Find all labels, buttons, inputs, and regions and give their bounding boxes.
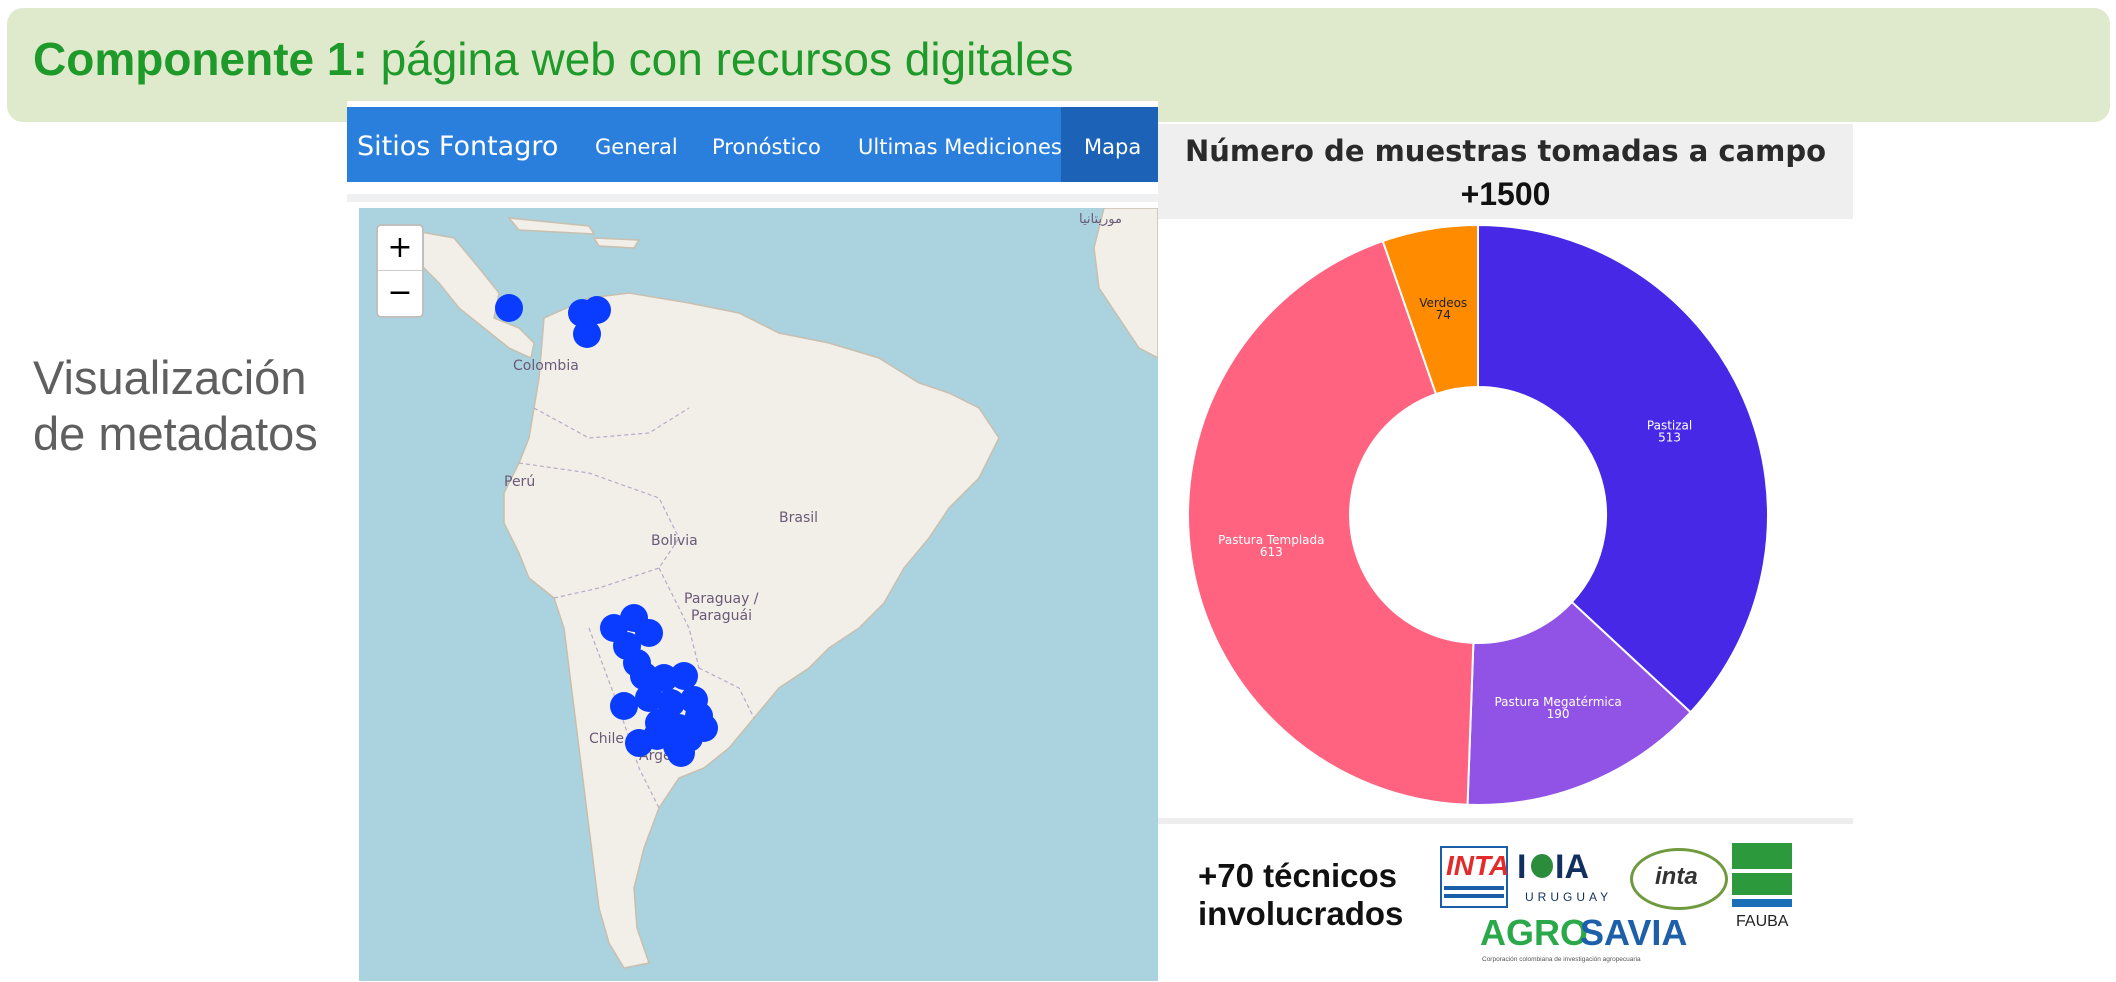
zoom-out-button[interactable]: − [387, 275, 413, 310]
nav-active-bg [1061, 107, 1158, 182]
footer-separator [1158, 818, 1853, 824]
fauba-green-2 [1732, 873, 1792, 895]
map-label-peru: Perú [504, 474, 536, 490]
inia-logo-right: IA [1555, 848, 1589, 886]
fauba-logo: FAUBA [1732, 843, 1792, 933]
fauba-text: FAUBA [1736, 913, 1789, 930]
inta-logo-text: INTA [1446, 850, 1510, 881]
map-label-chile: Chile [589, 731, 625, 747]
inia-logo-sub: URUGUAY [1525, 890, 1613, 904]
web-app-screenshot: Sitios Fontagro General Pronóstico Ultim… [347, 101, 1158, 981]
nav-separator [347, 194, 1158, 202]
chart-panel: Número de muestras tomadas a campo +1500… [1158, 124, 1853, 819]
chart-header [1158, 124, 1853, 219]
map-label-brasil: Brasil [779, 510, 819, 526]
inia-logo: I IA URUGUAY [1515, 848, 1620, 908]
inia-logo-left: I [1517, 848, 1527, 886]
donut-slice-verdeos[interactable] [1381, 223, 1479, 396]
agrosavia-tagline: Corporación colombiana de investigación … [1482, 956, 1641, 963]
slice-value: 190 [1547, 707, 1570, 721]
map-label-paraguai: Paraguái [691, 608, 752, 624]
technicians-text: +70 técnicos involucrados [1198, 857, 1403, 933]
agrosavia-savia: SAVIA [1580, 912, 1688, 953]
map-view[interactable]: + − Colombia Perú Bolivia Brasil Paragua… [359, 208, 1158, 981]
agrosavia-logo: AGRO SAVIA Corporación colombiana de inv… [1480, 912, 1687, 972]
inia-logo-dot [1531, 854, 1553, 878]
zoom-in-button[interactable]: + [378, 226, 422, 271]
chart-title: Número de muestras tomadas a campo [1184, 134, 1827, 168]
map-label-paraguay: Paraguay / [684, 591, 759, 607]
side-label-line1: Visualización [33, 351, 307, 404]
fauba-green-1 [1732, 843, 1792, 869]
map-label-mauritania: موريتانيا [1079, 212, 1122, 227]
inta-logo: INTA [1440, 846, 1510, 908]
slice-value: 613 [1260, 545, 1283, 559]
donut-slice-pastizal[interactable] [1477, 223, 1769, 714]
side-label-line2: de metadatos [33, 407, 318, 460]
technicians-line2: involucrados [1198, 895, 1404, 932]
map-label-argentina: Arge [639, 748, 672, 764]
nav-brand[interactable]: Sitios Fontagro [357, 131, 559, 162]
nav-item-mapa[interactable]: Mapa [1084, 135, 1142, 159]
nav-item-general[interactable]: General [595, 135, 678, 159]
fauba-blue [1732, 899, 1792, 907]
slice-label: Pastizal [1647, 418, 1692, 432]
inta-oval-text: inta [1655, 863, 1698, 890]
inta-stripe-1 [1444, 886, 1504, 890]
zoom-control: + − [376, 224, 424, 318]
title-bold: Componente 1: [33, 33, 368, 85]
slice-label: Pastura Megatérmica [1494, 695, 1621, 709]
navbar: Sitios Fontagro General Pronóstico Ultim… [347, 107, 1158, 182]
chart-subtitle: +1500 [1460, 176, 1551, 212]
map-land [397, 208, 1158, 969]
inta-stripe-2 [1444, 894, 1504, 898]
inta-oval-logo: inta [1630, 848, 1728, 910]
nav-item-pronostico[interactable]: Pronóstico [712, 135, 821, 159]
slice-label: Pastura Templada [1218, 533, 1324, 547]
side-label: Visualización de metadatos [33, 350, 318, 462]
nav-item-ultimas-mediciones[interactable]: Ultimas Mediciones [858, 135, 1062, 159]
title-rest: página web con recursos digitales [380, 33, 1074, 85]
donut-slice-pastura-megat-rmica[interactable] [1466, 600, 1692, 806]
agrosavia-agro: AGRO [1480, 912, 1588, 953]
technicians-line1: +70 técnicos [1198, 857, 1398, 894]
slice-label: Verdeos [1419, 296, 1467, 310]
slice-value: 513 [1658, 430, 1681, 444]
donut-slice-pastura-templada[interactable] [1187, 239, 1475, 806]
page-title: Componente 1: página web con recursos di… [33, 32, 1074, 86]
map-label-colombia: Colombia [513, 358, 579, 374]
map-label-bolivia: Bolivia [651, 533, 698, 549]
slice-value: 74 [1436, 308, 1451, 322]
